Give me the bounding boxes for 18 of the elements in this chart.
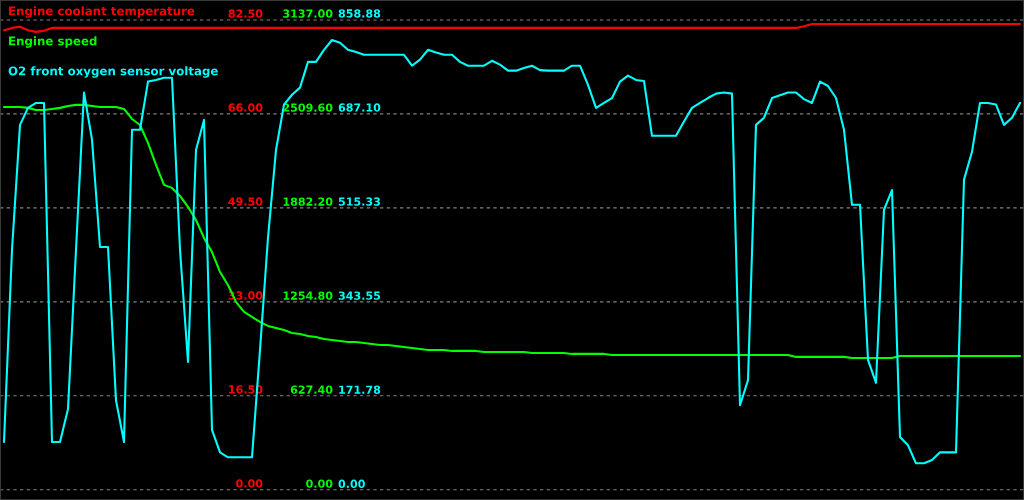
y3-tick-label: 687.10: [338, 103, 381, 112]
y-tick-label: 0.00: [236, 479, 263, 488]
y3-tick-label: 171.78: [339, 385, 381, 394]
series-label: Engine coolant temperature: [9, 6, 195, 18]
y2-tick-label: 627.40: [290, 385, 333, 394]
y3-tick-label: 0.00: [338, 479, 365, 488]
y-tick-label: 82.50: [228, 9, 263, 18]
y-tick-label: 66.00: [228, 103, 263, 112]
y2-tick-label: 1254.80: [283, 291, 333, 300]
y-tick-label: 49.50: [228, 197, 263, 206]
y3-tick-label: 515.33: [338, 197, 380, 206]
text: O2 front oxygen sensor voltage: [8, 66, 218, 78]
y2-tick-label: 0.00: [306, 479, 333, 488]
text: Engine speed: [9, 36, 97, 48]
y3-tick-label: 858.88: [338, 9, 381, 18]
y2-tick-label: 3137.00: [283, 9, 333, 18]
y3-tick-label: 343.55: [338, 291, 381, 300]
y2-tick-label: 1882.20: [283, 197, 333, 206]
